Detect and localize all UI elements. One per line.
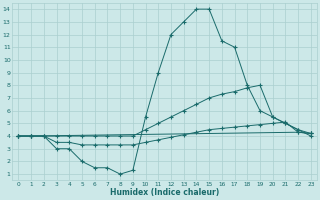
X-axis label: Humidex (Indice chaleur): Humidex (Indice chaleur) (110, 188, 219, 197)
